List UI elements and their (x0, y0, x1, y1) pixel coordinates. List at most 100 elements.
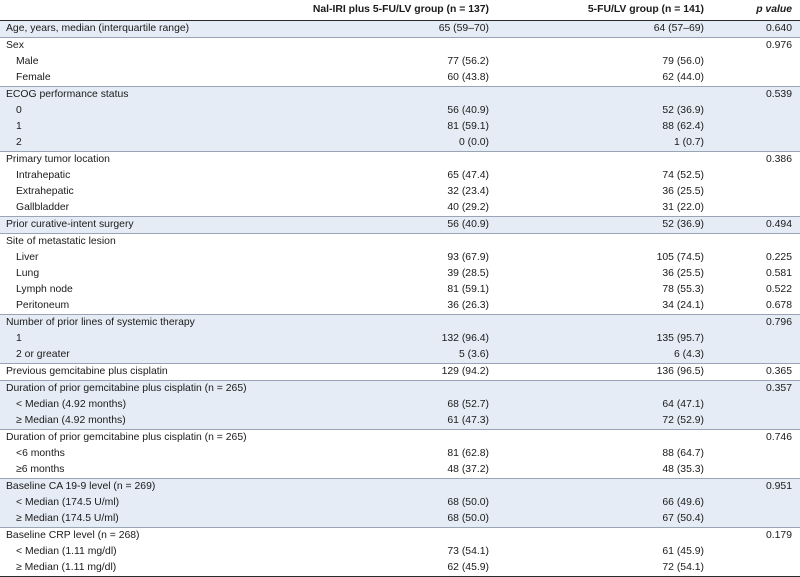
p-value-cell: 0.386 (765, 154, 792, 165)
nal-iri-value-cell: 60 (43.8) (288, 70, 497, 87)
row-label-cell: 2 or greater (0, 347, 288, 364)
row-label-cell: < Median (1.11 mg/dl) (16, 546, 117, 557)
nal-iri-value-cell: 73 (54.1) (447, 546, 489, 557)
row-label-cell: Gallbladder (0, 200, 288, 217)
nal-iri-value-cell (288, 430, 497, 447)
nal-iri-value-cell: 81 (62.8) (447, 448, 489, 459)
row-label-cell: Female (0, 70, 288, 87)
row-label-cell: 2 (0, 135, 288, 152)
p-value-cell (712, 168, 800, 184)
fu-lv-value-cell: 72 (52.9) (497, 413, 712, 430)
p-value-cell (712, 200, 800, 217)
nal-iri-value-cell (288, 528, 497, 545)
row-label-cell: Prior curative-intent surgery (0, 216, 288, 234)
row-label-cell: Extrahepatic (16, 186, 74, 197)
table-row: < Median (1.11 mg/dl) 73 (54.1) 61 (45.9) (0, 544, 800, 560)
table-row: ECOG performance status 0.539 (0, 86, 800, 103)
p-value-cell: 0.179 (765, 530, 792, 541)
table-row: Gallbladder 40 (29.2) 31 (22.0) (0, 200, 800, 217)
nal-iri-value-cell: 77 (56.2) (447, 56, 489, 67)
p-value-cell: 0.365 (712, 363, 800, 381)
row-label-cell: ≥ Median (174.5 U/ml) (0, 511, 288, 528)
p-value-cell: 0.640 (712, 20, 800, 38)
row-label-cell: Lung (16, 268, 40, 279)
p-value-cell (712, 446, 800, 462)
row-label-cell: Baseline CRP level (n = 268) (6, 530, 140, 541)
p-value-cell (712, 70, 800, 87)
nal-iri-value-cell: 40 (29.2) (288, 200, 497, 217)
p-value-cell (712, 413, 800, 430)
fu-lv-value-cell (497, 380, 712, 397)
table-row: Duration of prior gemcitabine plus cispl… (0, 380, 800, 397)
row-label-cell: ≥ Median (4.92 months) (0, 413, 288, 430)
table-row: 1 81 (59.1) 88 (62.4) (0, 119, 800, 135)
nal-iri-value-cell: 68 (52.7) (288, 397, 497, 413)
p-value-cell (712, 511, 800, 528)
p-value-cell (712, 234, 800, 251)
nal-iri-value-cell: 61 (47.3) (288, 413, 497, 430)
row-label-cell: 1 (0, 119, 288, 135)
table-row: Primary tumor location 0.386 (0, 152, 800, 169)
nal-iri-value-cell: 62 (45.9) (288, 560, 497, 577)
nal-iri-value-cell (288, 478, 497, 495)
fu-lv-value-cell: 67 (50.4) (497, 511, 712, 528)
table-row: Extrahepatic 32 (23.4) 36 (25.5) (0, 184, 800, 200)
fu-lv-value-cell: 34 (24.1) (497, 298, 712, 315)
fu-lv-value-cell: 36 (25.5) (662, 186, 704, 197)
p-value-cell (712, 103, 800, 119)
fu-lv-value-cell: 6 (4.3) (497, 347, 712, 364)
fu-lv-value-cell (497, 314, 712, 331)
fu-lv-value-cell: 1 (0.7) (497, 135, 712, 152)
nal-iri-value-cell: 65 (59–70) (288, 20, 497, 38)
table-row: Prior curative-intent surgery 56 (40.9) 52… (0, 216, 800, 234)
fu-lv-value-cell: 62 (44.0) (497, 70, 712, 87)
table-row: Sex 0.976 (0, 38, 800, 55)
p-value-cell (712, 544, 800, 560)
fu-lv-value-cell: 88 (62.4) (497, 119, 712, 135)
p-value-cell (712, 119, 800, 135)
row-label-cell: < Median (4.92 months) (0, 397, 288, 413)
fu-lv-value-cell: 61 (45.9) (662, 546, 704, 557)
nal-iri-value-cell: 68 (50.0) (288, 511, 497, 528)
fu-lv-value-cell: 135 (95.7) (497, 331, 712, 347)
row-label-cell: <6 months (16, 448, 65, 459)
table-row: Previous gemcitabine plus cisplatin 129 (… (0, 363, 800, 381)
row-label-cell: Duration of prior gemcitabine plus cispl… (6, 432, 247, 443)
nal-iri-value-cell: 81 (59.1) (288, 119, 497, 135)
table-row: < Median (4.92 months) 68 (52.7) 64 (47.1) (0, 397, 800, 413)
fu-lv-value-cell (497, 478, 712, 495)
row-label-cell: Previous gemcitabine plus cisplatin (0, 363, 288, 381)
nal-iri-value-cell (288, 38, 497, 55)
nal-iri-value-cell: 81 (59.1) (447, 284, 489, 295)
p-value-cell (712, 462, 800, 479)
table-row: ≥ Median (174.5 U/ml) 68 (50.0) 67 (50.4) (0, 511, 800, 528)
table-row: Male 77 (56.2) 79 (56.0) (0, 54, 800, 70)
nal-iri-value-cell: 5 (3.6) (288, 347, 497, 364)
nal-iri-value-cell: 48 (37.2) (288, 462, 497, 479)
row-label-cell: Age, years, median (interquartile range) (0, 20, 288, 38)
p-value-cell: 0.976 (765, 40, 792, 51)
table-row: Intrahepatic 65 (47.4) 74 (52.5) (0, 168, 800, 184)
fu-lv-value-cell (497, 86, 712, 103)
fu-lv-value-cell (497, 38, 712, 55)
row-label-cell: Baseline CA 19-9 level (n = 269) (0, 478, 288, 495)
p-value-cell: 0.225 (765, 252, 792, 263)
row-label-cell: < Median (174.5 U/ml) (0, 495, 288, 511)
p-value-cell: 0.678 (712, 298, 800, 315)
p-value-cell: 0.581 (765, 268, 792, 279)
table-row: Site of metastatic lesion (0, 234, 800, 251)
row-label-cell: Liver (16, 252, 39, 263)
p-value-cell: 0.494 (712, 216, 800, 234)
nal-iri-value-cell (288, 380, 497, 397)
fu-lv-value-cell: 78 (55.3) (662, 284, 704, 295)
nal-iri-value-cell: 65 (47.4) (447, 170, 489, 181)
nal-iri-value-cell: 56 (40.9) (288, 103, 497, 119)
header-row: Nal-IRI plus 5-FU/LV group (n = 137) 5-F… (0, 0, 800, 21)
row-label-cell: Peritoneum (0, 298, 288, 315)
fu-lv-value-cell: 36 (25.5) (662, 268, 704, 279)
table-body: Age, years, median (interquartile range)… (0, 20, 800, 577)
fu-lv-value-cell: 105 (74.5) (656, 252, 704, 263)
row-label-cell: 1 (0, 331, 288, 347)
fu-lv-value-cell: 64 (47.1) (497, 397, 712, 413)
